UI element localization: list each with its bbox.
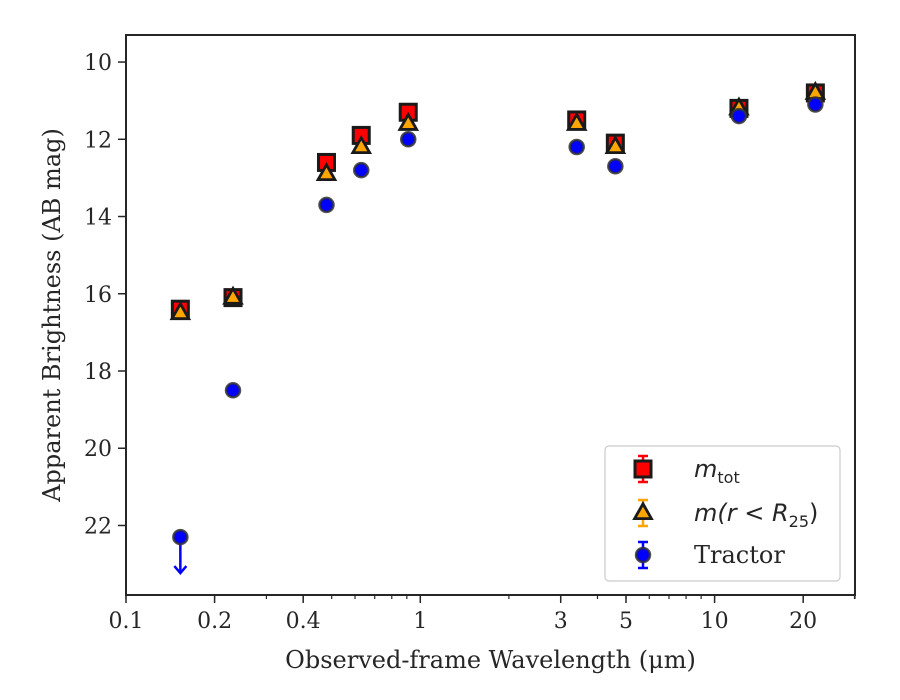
y-tick-label: 10	[84, 51, 112, 76]
legend-box	[604, 445, 841, 582]
x-axis-label: Observed-frame Wavelength (μm)	[285, 646, 696, 674]
plot-frame	[125, 34, 856, 596]
y-tick-label: 12	[84, 128, 112, 153]
data-point-triangle	[397, 111, 420, 131]
legend-label: m(r < R25)	[694, 499, 818, 531]
y-tick-label: 22	[84, 514, 112, 539]
x-tick-label: 0.2	[197, 609, 232, 634]
data-point-triangle	[565, 111, 588, 131]
y-axis: 10 12 14 16 18 20 22	[84, 51, 126, 539]
legend-marker-triangle	[632, 500, 654, 520]
y-tick-label: 20	[84, 437, 112, 462]
x-tick-label: 0.4	[286, 609, 321, 634]
legend-label: mtot	[694, 455, 740, 487]
data-point-circle	[568, 138, 585, 156]
data-point-triangle	[604, 134, 627, 155]
legend: mtot m(r < R25) Tractor	[604, 445, 841, 582]
upper-limit-arrowhead	[173, 565, 188, 575]
x-tick-label: 3	[554, 609, 568, 634]
data-point-circle	[607, 158, 624, 175]
y-tick-label: 18	[84, 360, 112, 385]
y-tick-label: 16	[84, 283, 112, 308]
legend-label: Tractor	[694, 541, 785, 569]
series-layer	[169, 80, 827, 575]
data-point-circle	[224, 382, 242, 399]
y-tick-label: 14	[84, 206, 112, 231]
data-point-triangle	[350, 134, 373, 155]
x-tick-label: 0.1	[109, 609, 144, 634]
data-point-triangle	[169, 301, 192, 321]
data-point-triangle	[315, 161, 338, 182]
data-point-circle	[399, 131, 417, 148]
data-point-circle	[172, 528, 189, 546]
x-tick-label: 20	[789, 609, 817, 634]
legend-marker-circle	[634, 546, 652, 564]
legend-marker-square	[633, 459, 653, 479]
data-point-circle	[352, 161, 370, 179]
x-tick-label: 5	[619, 609, 633, 634]
x-axis: 0.1 0.2 0.4 1 3 5 10 20	[109, 595, 856, 634]
x-tick-label: 1	[413, 609, 427, 634]
x-tick-label: 10	[701, 609, 729, 634]
data-point-circle	[730, 107, 748, 125]
series-circle	[172, 96, 824, 575]
data-point-circle	[807, 96, 824, 113]
y-axis-label: Apparent Brightness (AB mag)	[38, 128, 66, 503]
data-point-circle	[318, 196, 335, 214]
data-point-triangle	[222, 285, 244, 305]
